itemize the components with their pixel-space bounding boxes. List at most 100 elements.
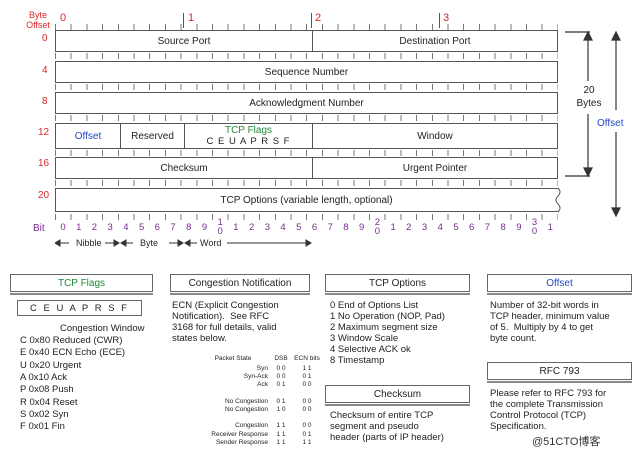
- byte-label-2: 2: [315, 12, 322, 24]
- panel-offset-title: Offset: [487, 274, 632, 292]
- bit-number: 6: [469, 222, 475, 233]
- panel-tcp-flags-rule: [10, 293, 153, 295]
- congestion-text: ECN (Explicit Congestion Notification). …: [172, 300, 279, 344]
- offset-text: Number of 32-bit words in TCP header, mi…: [490, 300, 610, 344]
- bit-number: 5: [138, 222, 145, 233]
- congestion-table-cell: No Congestion: [225, 406, 268, 413]
- tcp-flags-field: TCP Flags C E U A P R S F: [184, 124, 312, 148]
- tcp-options-field: TCP Options (variable length, optional): [220, 194, 393, 206]
- row-ruler: [55, 84, 558, 90]
- congestion-table-cell: 1 1: [276, 430, 286, 438]
- bit-number: 1: [547, 222, 553, 233]
- congestion-table-cell: Syn: [256, 365, 268, 372]
- bit-number: 7: [170, 222, 176, 233]
- panel-tcp-options-rule: [325, 293, 470, 295]
- options-wavy-edge: [555, 187, 561, 213]
- flag-item: E 0x40 ECN Echo (ECE): [20, 347, 126, 359]
- congestion-table-cell: 0 1: [302, 373, 312, 381]
- byte-divider-2: [311, 13, 312, 28]
- size-label: 20 Bytes: [576, 85, 602, 109]
- congestion-table-cell: Ack: [257, 381, 268, 389]
- bottom-ruler: [55, 214, 558, 220]
- nibble-label: Nibble: [76, 238, 102, 248]
- panel-offset-title-text: Offset: [546, 278, 573, 289]
- panel-congestion-title: Congestion Notification: [170, 274, 310, 292]
- row-offset-0: 0: [42, 33, 48, 44]
- row-ruler: [55, 150, 558, 156]
- scale-arrows: [55, 239, 312, 247]
- row-ruler: [55, 180, 558, 186]
- bit-number: 7: [327, 222, 333, 233]
- word-label: Word: [200, 238, 222, 248]
- flag-item: P 0x08 Push: [20, 384, 74, 396]
- byte-offset-label: Byte Offset: [26, 10, 50, 30]
- checksum-field: Checksum: [160, 162, 208, 174]
- bit-number: 8: [186, 222, 192, 233]
- congestion-table-cell: 1 1: [276, 422, 286, 430]
- byte-scale-label: Byte: [140, 238, 159, 248]
- flag-item: R 0x04 Reset: [20, 396, 78, 408]
- row-ruler: [55, 115, 558, 121]
- congestion-table-cell: 0 1: [302, 430, 312, 438]
- panel-checksum-title: Checksum: [325, 385, 470, 403]
- byte-label-3: 3: [443, 12, 450, 24]
- congestion-table-cell: 0 0: [302, 397, 312, 405]
- rfc-text: Please refer to RFC 793 for the complete…: [490, 388, 607, 432]
- panel-tcp-flags-letters-box: C E U A P R S F: [17, 300, 142, 316]
- offset-side-label: Offset: [597, 118, 624, 129]
- congestion-table-cell: Receiver Response: [211, 430, 268, 438]
- congestion-table-cell: 1 1: [276, 438, 286, 446]
- congestion-table-header: DSB: [274, 355, 288, 362]
- source-port: Source Port: [157, 35, 211, 47]
- panel-congestion-rule: [170, 293, 310, 295]
- bit-number: 9: [516, 222, 522, 233]
- bit-number: 2: [248, 222, 255, 233]
- bit-number: 5: [296, 222, 302, 233]
- congestion-table-cell: 1 1: [302, 365, 312, 372]
- byte-label-1: 1: [188, 12, 195, 24]
- congestion-table-cell: 1 1: [302, 438, 312, 446]
- bit-number: 2: [406, 222, 412, 233]
- row-offset-8: 8: [42, 96, 48, 107]
- offset-field: Offset: [74, 130, 102, 142]
- panel-tcp-flags-title: TCP Flags: [10, 274, 153, 292]
- bit-number: 8: [500, 222, 506, 233]
- bit-number: 3: [264, 222, 270, 233]
- row-ports: Source Port Destination Port: [55, 30, 558, 52]
- bit-number: 4: [437, 222, 443, 233]
- panel-rfc-rule: [487, 381, 632, 383]
- flag-item: A 0x10 Ack: [20, 371, 68, 383]
- row-offset-12: 12: [38, 127, 50, 138]
- congestion-table-cell: Sender Response: [215, 438, 268, 446]
- bit-number: 3: [421, 222, 428, 233]
- flag-item: C 0x80 Reduced (CWR): [20, 335, 123, 346]
- window-field: Window: [312, 124, 557, 148]
- panel-congestion-title-text: Congestion Notification: [188, 278, 292, 289]
- congestion-table-cell: 1 0: [276, 406, 286, 413]
- panel-checksum-title-text: Checksum: [373, 389, 422, 400]
- panel-rfc-title: RFC 793: [487, 362, 632, 380]
- congestion-table-cell: Syn-Ack: [243, 373, 268, 381]
- bit-label: Bit: [33, 223, 45, 234]
- sequence-number: Sequence Number: [264, 66, 349, 78]
- byte-divider-3: [439, 13, 440, 28]
- bit-number: 7: [484, 222, 491, 233]
- bit-number: 4: [123, 222, 129, 233]
- panel-rfc-title-text: RFC 793: [539, 366, 580, 377]
- congestion-table-cell: No Congestion: [225, 397, 268, 405]
- bit-number: 9: [201, 222, 208, 233]
- congestion-table-cell: 0 1: [276, 381, 286, 389]
- tcp-flags-letters: C E U A P R S F: [206, 136, 291, 147]
- bit-number: 5: [453, 222, 459, 233]
- panel-tcp-options-title: TCP Options: [325, 274, 470, 292]
- bit-number: 6: [311, 222, 318, 233]
- row-flags: Offset Reserved TCP Flags C E U A P R S …: [55, 123, 558, 149]
- row-options: TCP Options (variable length, optional): [55, 188, 558, 212]
- tcp-flags-title: TCP Flags: [224, 125, 273, 136]
- congestion-table-cell: 0 0: [302, 406, 312, 413]
- panel-offset-rule: [487, 293, 632, 295]
- row-ruler: [55, 53, 558, 59]
- congestion-table-cell: 0 0: [302, 381, 312, 389]
- bit-number: 6: [154, 222, 160, 233]
- bit-number: 8: [343, 222, 349, 233]
